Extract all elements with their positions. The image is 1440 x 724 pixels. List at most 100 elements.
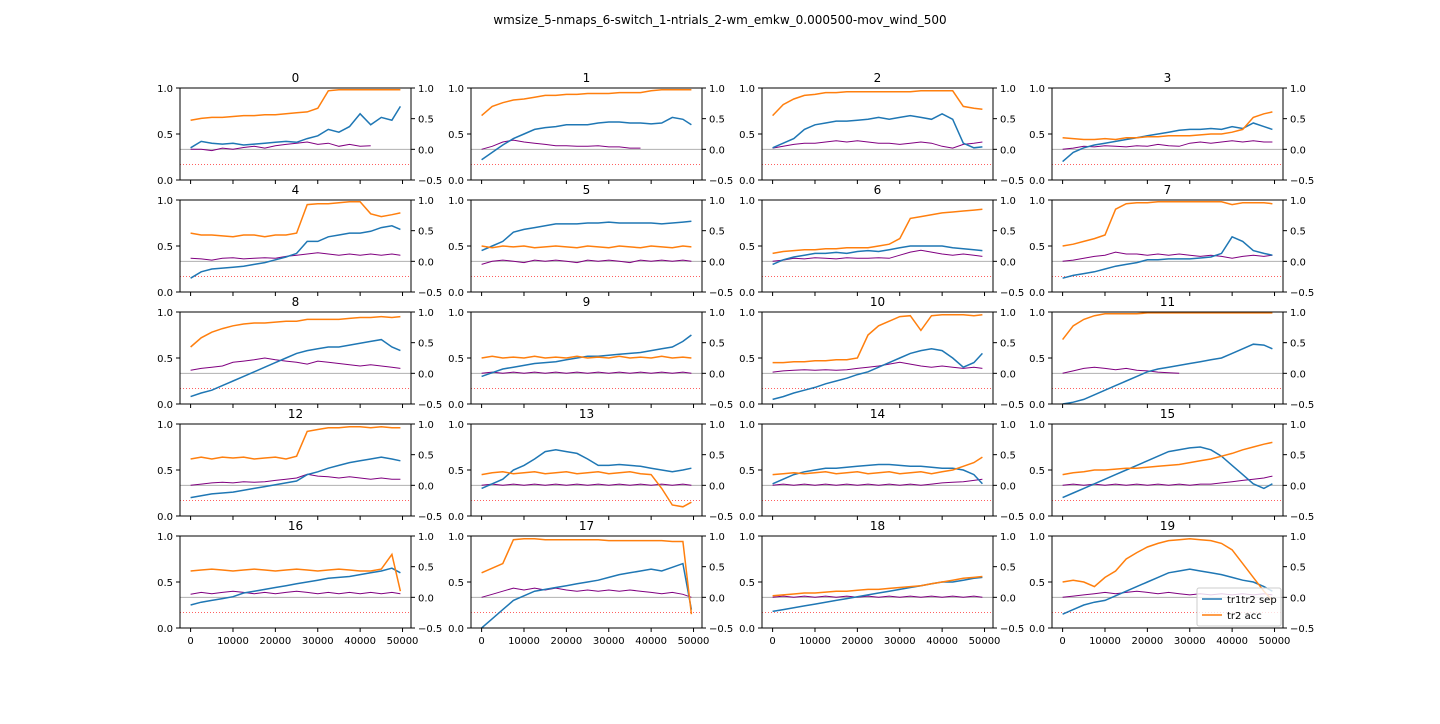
series-line-tr2-acc	[481, 355, 692, 359]
ytick-right-label: 1.0	[1290, 420, 1306, 431]
xtick-label: 30000	[884, 636, 916, 647]
axes-frame	[761, 535, 994, 629]
ytick-left-label: 0.0	[739, 288, 755, 299]
series-group	[772, 208, 983, 266]
series-line-right	[481, 371, 692, 374]
series-line-tr2-acc	[481, 89, 692, 117]
ytick-left-label: 0.5	[448, 466, 464, 477]
axes-frame	[1051, 311, 1284, 405]
subplot-2: 2 0.0 0.5 1.0 −0.5 0.0 0.5 1.0	[739, 71, 1024, 187]
ytick-right-label: 0.5	[418, 451, 434, 462]
axes-frame	[179, 311, 412, 405]
ytick-left-label: 1.0	[1029, 532, 1045, 543]
xtick-label: 10000	[1089, 636, 1121, 647]
ytick-right-label: −0.5	[418, 624, 442, 635]
series-line-right	[481, 139, 641, 150]
ytick-left-label: 0.0	[739, 512, 755, 523]
ytick-right-label: 0.5	[709, 115, 725, 126]
series-line-tr2-acc	[481, 538, 693, 615]
subplot-title: 14	[870, 407, 885, 421]
subplot-5: 5 0.0 0.5 1.0 −0.5 0.0 0.5 1.0	[448, 183, 733, 299]
ytick-left-label: 1.0	[1029, 196, 1045, 207]
ytick-left-label: 0.0	[739, 400, 755, 411]
ytick-left-label: 0.0	[1029, 400, 1045, 411]
ytick-right-label: 1.0	[418, 84, 434, 95]
series-line-right	[772, 249, 983, 262]
subplot-0: 0 0.0 0.5 1.0 −0.5 0.0 0.5 1.0	[157, 71, 442, 187]
series-line-right	[1062, 475, 1273, 486]
series-group	[772, 456, 983, 486]
xtick-label: 50000	[969, 636, 1001, 647]
ytick-right-label: 1.0	[1000, 196, 1016, 207]
subplot-18: 18 0.0 0.5 1.0 −0.5 0.0 0.5 1.0 0 10000 20000 30000…	[739, 519, 1024, 647]
ytick-left-label: 0.5	[448, 242, 464, 253]
subplot-3: 3 0.0 0.5 1.0 −0.5 0.0 0.5 1.0	[1029, 71, 1314, 187]
series-line-tr1tr2-sep	[1062, 235, 1273, 279]
ytick-left-label: 1.0	[1029, 420, 1045, 431]
ytick-right-label: 0.0	[709, 145, 725, 156]
subplot-title: 7	[1164, 183, 1172, 197]
ytick-right-label: 0.0	[709, 593, 725, 604]
ytick-left-label: 0.0	[448, 400, 464, 411]
ytick-right-label: 0.0	[418, 593, 434, 604]
series-line-right	[481, 259, 692, 265]
subplot-7: 7 0.0 0.5 1.0 −0.5 0.0 0.5 1.0	[1029, 183, 1314, 299]
series-line-tr1tr2-sep	[772, 348, 983, 401]
ytick-right-label: 0.5	[1000, 451, 1016, 462]
series-line-right	[190, 252, 401, 261]
ytick-right-label: 1.0	[418, 196, 434, 207]
ytick-right-label: 0.0	[1290, 369, 1306, 380]
series-line-tr1tr2-sep	[190, 225, 401, 279]
ytick-right-label: 0.5	[1290, 451, 1306, 462]
ytick-right-label: 0.5	[1290, 227, 1306, 238]
series-line-tr2-acc	[1062, 312, 1273, 341]
series-group	[190, 426, 401, 499]
ytick-left-label: 1.0	[157, 196, 173, 207]
subplot-title: 5	[583, 183, 591, 197]
ytick-right-label: 0.0	[1000, 593, 1016, 604]
series-line-tr2-acc	[772, 575, 983, 597]
series-group	[1062, 111, 1273, 163]
ytick-right-label: 0.0	[1000, 257, 1016, 268]
ytick-left-label: 0.5	[448, 130, 464, 141]
subplot-9: 9 0.0 0.5 1.0 −0.5 0.0 0.5 1.0	[448, 295, 733, 411]
series-line-tr1tr2-sep	[481, 220, 692, 252]
subplot-title: 17	[579, 519, 594, 533]
ytick-right-label: 1.0	[1000, 420, 1016, 431]
series-group	[190, 89, 402, 152]
axes-frame	[1051, 87, 1284, 181]
ytick-right-label: 0.0	[709, 369, 725, 380]
subplot-title: 15	[1160, 407, 1175, 421]
xtick-label: 0	[1059, 636, 1065, 647]
ytick-left-label: 1.0	[739, 308, 755, 319]
series-group	[1062, 201, 1273, 279]
ytick-right-label: 1.0	[1290, 308, 1306, 319]
ytick-left-label: 1.0	[1029, 308, 1045, 319]
ytick-right-label: 1.0	[709, 420, 725, 431]
series-line-right	[772, 595, 983, 598]
ytick-right-label: 0.5	[1000, 115, 1016, 126]
ytick-left-label: 0.5	[448, 578, 464, 589]
ytick-right-label: 0.0	[1290, 593, 1306, 604]
ytick-left-label: 1.0	[739, 196, 755, 207]
series-group	[190, 552, 402, 606]
ytick-left-label: 1.0	[448, 420, 464, 431]
ytick-right-label: 0.0	[1290, 257, 1306, 268]
ytick-left-label: 0.0	[1029, 624, 1045, 635]
ytick-left-label: 1.0	[448, 532, 464, 543]
series-line-tr2-acc	[1062, 201, 1273, 247]
series-line-tr2-acc	[1062, 111, 1273, 141]
series-group	[1062, 312, 1273, 404]
series-line-tr2-acc	[190, 552, 402, 592]
ytick-left-label: 0.5	[157, 466, 173, 477]
series-group	[481, 538, 693, 628]
series-line-tr1tr2-sep	[190, 456, 401, 499]
series-line-tr2-acc	[1062, 538, 1273, 601]
series-line-tr2-acc	[772, 90, 983, 117]
series-line-tr2-acc	[190, 89, 401, 121]
ytick-right-label: 0.0	[1290, 145, 1306, 156]
xtick-label: 20000	[259, 636, 291, 647]
series-line-tr2-acc	[772, 208, 983, 255]
